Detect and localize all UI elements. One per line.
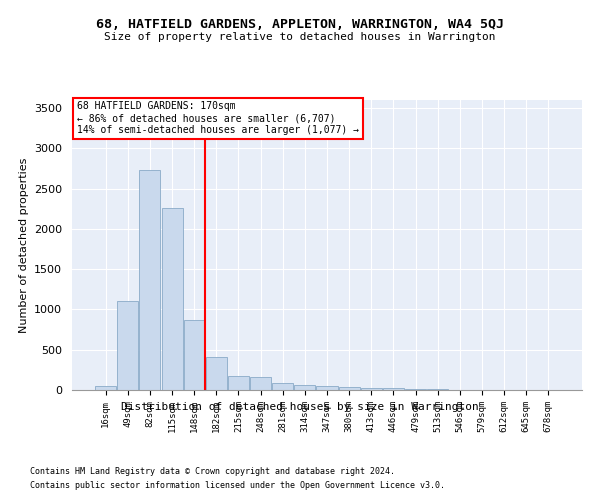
Bar: [95, 386, 116, 390]
Text: Contains HM Land Registry data © Crown copyright and database right 2024.: Contains HM Land Registry data © Crown c…: [30, 467, 395, 476]
Bar: [338, 387, 359, 390]
Text: 68, HATFIELD GARDENS, APPLETON, WARRINGTON, WA4 5QJ: 68, HATFIELD GARDENS, APPLETON, WARRINGT…: [96, 18, 504, 30]
Bar: [250, 376, 271, 390]
Bar: [383, 388, 404, 390]
Bar: [316, 386, 338, 390]
Bar: [139, 170, 160, 390]
Bar: [161, 208, 182, 390]
Bar: [405, 389, 426, 390]
Y-axis label: Number of detached properties: Number of detached properties: [19, 158, 29, 332]
Text: Size of property relative to detached houses in Warrington: Size of property relative to detached ho…: [104, 32, 496, 42]
Text: Contains public sector information licensed under the Open Government Licence v3: Contains public sector information licen…: [30, 481, 445, 490]
Bar: [361, 388, 382, 390]
Bar: [295, 385, 316, 390]
Bar: [228, 376, 249, 390]
Bar: [184, 320, 205, 390]
Bar: [206, 357, 227, 390]
Text: 68 HATFIELD GARDENS: 170sqm
← 86% of detached houses are smaller (6,707)
14% of : 68 HATFIELD GARDENS: 170sqm ← 86% of det…: [77, 102, 359, 134]
Bar: [427, 389, 448, 390]
Text: Distribution of detached houses by size in Warrington: Distribution of detached houses by size …: [121, 402, 479, 412]
Bar: [118, 302, 139, 390]
Bar: [272, 383, 293, 390]
